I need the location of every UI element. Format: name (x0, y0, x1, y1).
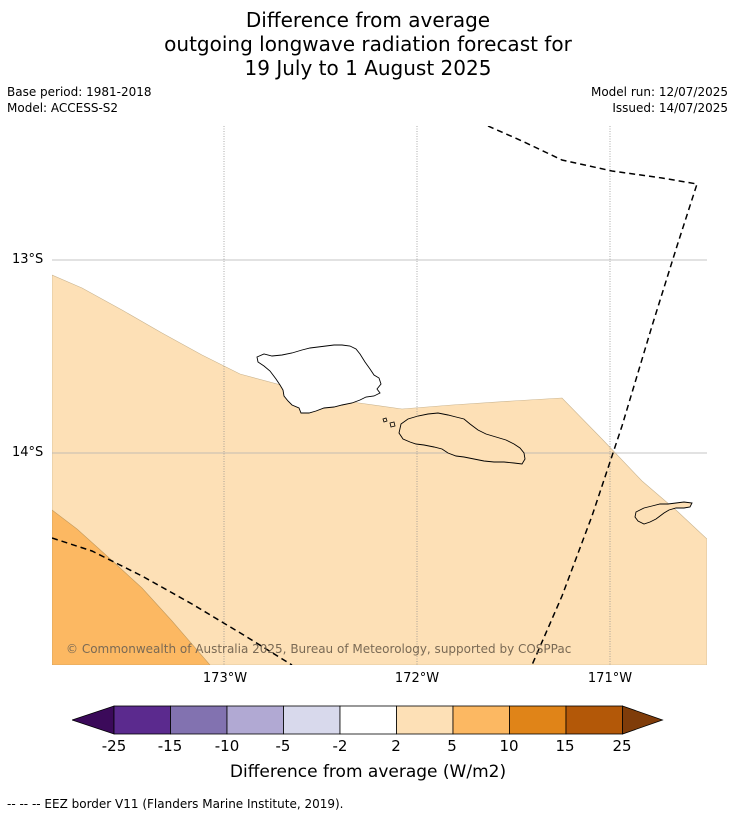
colorbar-segment (565, 705, 623, 735)
island-upolu (398, 412, 526, 465)
colorbar-tick-1: -25 (101, 737, 127, 755)
colorbar-segment (113, 705, 171, 735)
islet-manono (389, 421, 396, 428)
islet-apolima (382, 417, 388, 423)
colorbar-segment (170, 705, 228, 735)
lon-label-173w: 173°W (202, 671, 248, 686)
colorbar-segment (226, 705, 284, 735)
chart-title: Difference from average outgoing longwav… (0, 8, 736, 80)
colorbar-tick-7: 5 (447, 737, 457, 755)
lat-label-14s: 14°S (12, 445, 44, 460)
map-panel (52, 126, 707, 665)
island-tutuila (634, 501, 693, 525)
lon-label-171w: 171°W (587, 671, 633, 686)
colorbar-segment (452, 705, 510, 735)
colorbar-tick-4: -5 (275, 737, 291, 755)
eez-border-southwest (52, 537, 293, 665)
colorbar-extend-high (622, 705, 664, 735)
island-savaii (256, 344, 382, 414)
colorbar-tick-9: 15 (555, 737, 575, 755)
colorbar-tick-2: -15 (157, 737, 183, 755)
lat-label-13s: 13°S (12, 252, 44, 267)
colorbar-tick-3: -10 (214, 737, 240, 755)
model-run: Model run: 12/07/2025 (590, 85, 728, 99)
anomaly-area-5-10 (52, 509, 211, 665)
meta-left: Base period: 1981-2018 Model: ACCESS-S2 (7, 84, 152, 116)
colorbar-segment (396, 705, 454, 735)
eez-footnote: -- -- -- EEZ border V11 (Flanders Marine… (7, 797, 344, 811)
colorbar-tick-8: 10 (499, 737, 519, 755)
copyright-note: © Commonwealth of Australia 2025, Bureau… (66, 642, 572, 656)
colorbar-extend-low (72, 705, 115, 735)
title-line-3: 19 July to 1 August 2025 (244, 56, 492, 80)
title-line-1: Difference from average (245, 8, 491, 32)
colorbar (72, 705, 664, 735)
colorbar-tick-10: 25 (612, 737, 632, 755)
issued-date: Issued: 14/07/2025 (612, 101, 728, 115)
colorbar-title: Difference from average (W/m2) (229, 762, 507, 782)
title-line-2: outgoing longwave radiation forecast for (164, 32, 572, 56)
colorbar-segment (283, 705, 341, 735)
eez-border-east (487, 126, 698, 665)
lon-label-172w: 172°W (394, 671, 440, 686)
model-name: Model: ACCESS-S2 (7, 101, 119, 115)
base-period: Base period: 1981-2018 (7, 85, 152, 99)
colorbar-segment (509, 705, 567, 735)
meta-right: Model run: 12/07/2025 Issued: 14/07/2025 (591, 84, 728, 116)
colorbar-segment (339, 705, 397, 735)
anomaly-area-2-5 (52, 274, 707, 665)
colorbar-segments (72, 705, 664, 735)
colorbar-tick-6: 2 (391, 737, 401, 755)
colorbar-tick-5: -2 (332, 737, 348, 755)
